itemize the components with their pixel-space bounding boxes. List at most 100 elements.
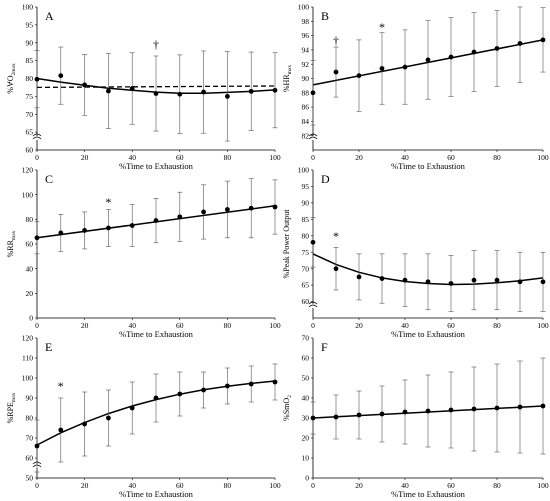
panel-label: E (45, 340, 52, 354)
data-point (425, 57, 431, 63)
x-tick-label: 20 (81, 481, 89, 490)
x-tick-label: 20 (355, 321, 363, 330)
x-tick-label: 20 (81, 153, 89, 162)
panel-label: C (45, 172, 53, 186)
y-axis-label: %SmO2 (282, 395, 293, 421)
y-axis-label: %HRmax (282, 65, 293, 93)
x-tick-label: 60 (176, 481, 184, 490)
y-tick-label: 86 (302, 103, 310, 112)
data-point (58, 230, 64, 236)
y-axis-label-main: %Peak Power Output (282, 209, 291, 279)
data-point (177, 391, 183, 397)
data-point (225, 93, 230, 99)
y-tick-label: 90 (26, 38, 34, 47)
y-tick-label: 80 (302, 231, 310, 240)
data-point (494, 277, 500, 283)
data-point (106, 415, 111, 421)
panel-label: F (321, 340, 328, 354)
y-tick-label: 98 (302, 17, 310, 26)
y-tick-label: 0 (29, 314, 33, 323)
data-point (425, 279, 431, 285)
data-point (517, 41, 523, 46)
x-tick-label: 60 (176, 321, 184, 330)
y-tick-label: 100 (298, 3, 310, 12)
y-tick-label: 40 (26, 264, 34, 273)
x-tick-label: 100 (537, 153, 549, 162)
y-axis-label-subscript: max (287, 65, 293, 75)
y-tick-label: 60 (26, 146, 34, 155)
x-tick-label: 0 (35, 321, 39, 330)
y-tick-label: 100 (22, 374, 34, 383)
data-point (448, 281, 454, 286)
data-point (225, 207, 230, 212)
significance-marker: * (58, 379, 64, 393)
x-tick-label: 40 (401, 481, 409, 490)
x-tick-label: 60 (447, 321, 455, 330)
y-tick-label: 50 (26, 474, 34, 483)
y-tick-label: 95 (302, 182, 310, 191)
y-tick-label: 70 (302, 334, 310, 343)
y-tick-label: 75 (302, 248, 310, 257)
chart-panel-b: 82 84 86 88 90 92 94 96 98 100 0 20 40 60 80 100 %Time t… (282, 3, 549, 171)
data-point (425, 408, 431, 414)
y-tick-label: 60 (26, 240, 34, 249)
data-point (356, 412, 362, 418)
data-point (540, 403, 546, 409)
y-tick-label: 100 (22, 190, 34, 199)
axis-break-mark (32, 133, 42, 140)
data-point (310, 415, 316, 421)
y-axis-label-overdot (8, 81, 11, 84)
data-point (402, 409, 408, 415)
data-point (225, 383, 230, 389)
x-tick-label: 60 (447, 481, 455, 490)
x-tick-label: 100 (269, 321, 281, 330)
data-point (517, 404, 523, 410)
data-point (82, 421, 87, 427)
y-tick-label: 100 (298, 166, 310, 175)
x-tick-label: 80 (224, 321, 232, 330)
data-point (153, 395, 159, 401)
data-point (356, 274, 362, 280)
x-axis-label: %Time to Exhaustion (119, 329, 194, 339)
x-tick-label: 40 (401, 153, 409, 162)
y-axis-label-main: %RPE (6, 402, 15, 423)
x-axis-label: %Time to Exhaustion (119, 489, 194, 499)
chart-panel-a: 60 65 70 75 80 85 90 95 100 0 20 40 60 80 100 %Time to … (6, 3, 281, 171)
data-point (272, 379, 278, 385)
y-tick-label: 110 (22, 354, 33, 363)
y-tick-label: 88 (302, 88, 310, 97)
y-tick-label: 0 (305, 474, 309, 483)
data-point (471, 406, 477, 412)
data-point (129, 223, 135, 228)
data-point (34, 76, 40, 82)
x-axis-label: %Time to Exhaustion (391, 489, 466, 499)
y-axis-label: %VO2max (6, 63, 17, 94)
x-tick-label: 0 (35, 481, 39, 490)
y-tick-label: 60 (302, 297, 310, 306)
y-tick-label: 30 (302, 414, 310, 423)
y-tick-label: 82 (302, 131, 310, 140)
data-point (448, 54, 454, 60)
data-point (177, 214, 183, 220)
x-tick-label: 60 (176, 153, 184, 162)
y-tick-label: 120 (22, 334, 34, 343)
y-tick-label: 94 (302, 46, 310, 55)
x-tick-label: 80 (224, 153, 232, 162)
data-point (58, 427, 64, 433)
data-point (379, 276, 385, 281)
data-point (34, 443, 40, 449)
chart-panel-c: 0 20 40 60 80 100 120 0 20 40 60 80 100 %Time to Exha… (6, 166, 281, 339)
y-tick-label: 85 (26, 56, 34, 65)
data-point (106, 225, 111, 231)
significance-marker: † (153, 38, 159, 52)
data-point (153, 91, 159, 96)
y-tick-label: 20 (26, 289, 34, 298)
data-point (333, 266, 339, 272)
y-axis-label: %RPEmax (6, 392, 17, 423)
y-tick-label: 90 (302, 198, 310, 207)
y-axis-label-main: %HR (282, 74, 291, 92)
y-axis-label: %Peak Power Output (282, 209, 291, 279)
y-axis-label: %RRmax (6, 230, 17, 257)
panel-label: B (321, 9, 329, 23)
